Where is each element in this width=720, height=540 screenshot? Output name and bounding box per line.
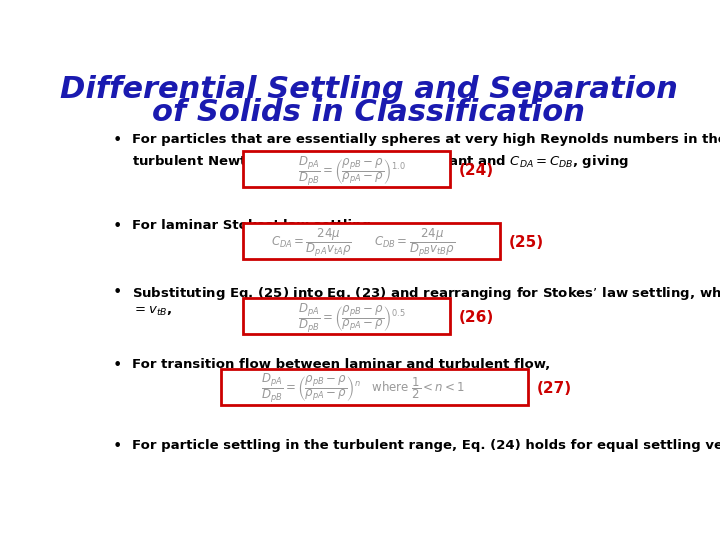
- Text: of Solids in Classification: of Solids in Classification: [153, 98, 585, 127]
- Text: •: •: [112, 285, 122, 300]
- Text: •: •: [112, 358, 122, 373]
- FancyBboxPatch shape: [221, 369, 528, 404]
- Text: •: •: [112, 439, 122, 454]
- Text: $= v_{tB}$,: $= v_{tB}$,: [132, 305, 172, 318]
- Text: Differential Settling and Separation: Differential Settling and Separation: [60, 75, 678, 104]
- Text: (25): (25): [508, 235, 544, 250]
- FancyBboxPatch shape: [243, 223, 500, 259]
- Text: (24): (24): [459, 163, 493, 178]
- Text: For laminar Stokes’ law settling: For laminar Stokes’ law settling: [132, 219, 371, 233]
- Text: For particle settling in the turbulent range, Eq. (24) holds for equal settling : For particle settling in the turbulent r…: [132, 439, 720, 452]
- Text: $\dfrac{D_{pA}}{D_{pB}} = \left(\dfrac{\rho_{pB} - \rho}{\rho_{pA} - \rho}\right: $\dfrac{D_{pA}}{D_{pB}} = \left(\dfrac{\…: [298, 154, 406, 188]
- Text: $C_{DA} = \dfrac{24\mu}{D_{pA}v_{tA}\rho} \qquad C_{DB} = \dfrac{24\mu}{D_{pB}v_: $C_{DA} = \dfrac{24\mu}{D_{pA}v_{tA}\rho…: [271, 226, 456, 259]
- Text: $\dfrac{D_{pA}}{D_{pB}} = \left(\dfrac{\rho_{pB} - \rho}{\rho_{pA} - \rho}\right: $\dfrac{D_{pA}}{D_{pB}} = \left(\dfrac{\…: [261, 372, 466, 405]
- Text: Substituting Eq. (25) into Eq. (23) and rearranging for Stokes’ law settling, wh: Substituting Eq. (25) into Eq. (23) and …: [132, 285, 720, 302]
- Text: (26): (26): [459, 310, 493, 325]
- Text: For particles that are essentially spheres at very high Reynolds numbers in the: For particles that are essentially spher…: [132, 133, 720, 146]
- Text: (27): (27): [536, 381, 572, 396]
- Text: For transition flow between laminar and turbulent flow,: For transition flow between laminar and …: [132, 358, 550, 371]
- FancyBboxPatch shape: [243, 298, 450, 334]
- Text: •: •: [112, 133, 122, 148]
- Text: $\dfrac{D_{pA}}{D_{pB}} = \left(\dfrac{\rho_{pB} - \rho}{\rho_{pA} - \rho}\right: $\dfrac{D_{pA}}{D_{pB}} = \left(\dfrac{\…: [298, 301, 406, 335]
- Text: •: •: [112, 219, 122, 234]
- Text: turbulent Newton’s law region, $C_D$ is constant and $C_{DA} = C_{DB}$, giving: turbulent Newton’s law region, $C_D$ is …: [132, 153, 629, 170]
- FancyBboxPatch shape: [243, 151, 450, 187]
